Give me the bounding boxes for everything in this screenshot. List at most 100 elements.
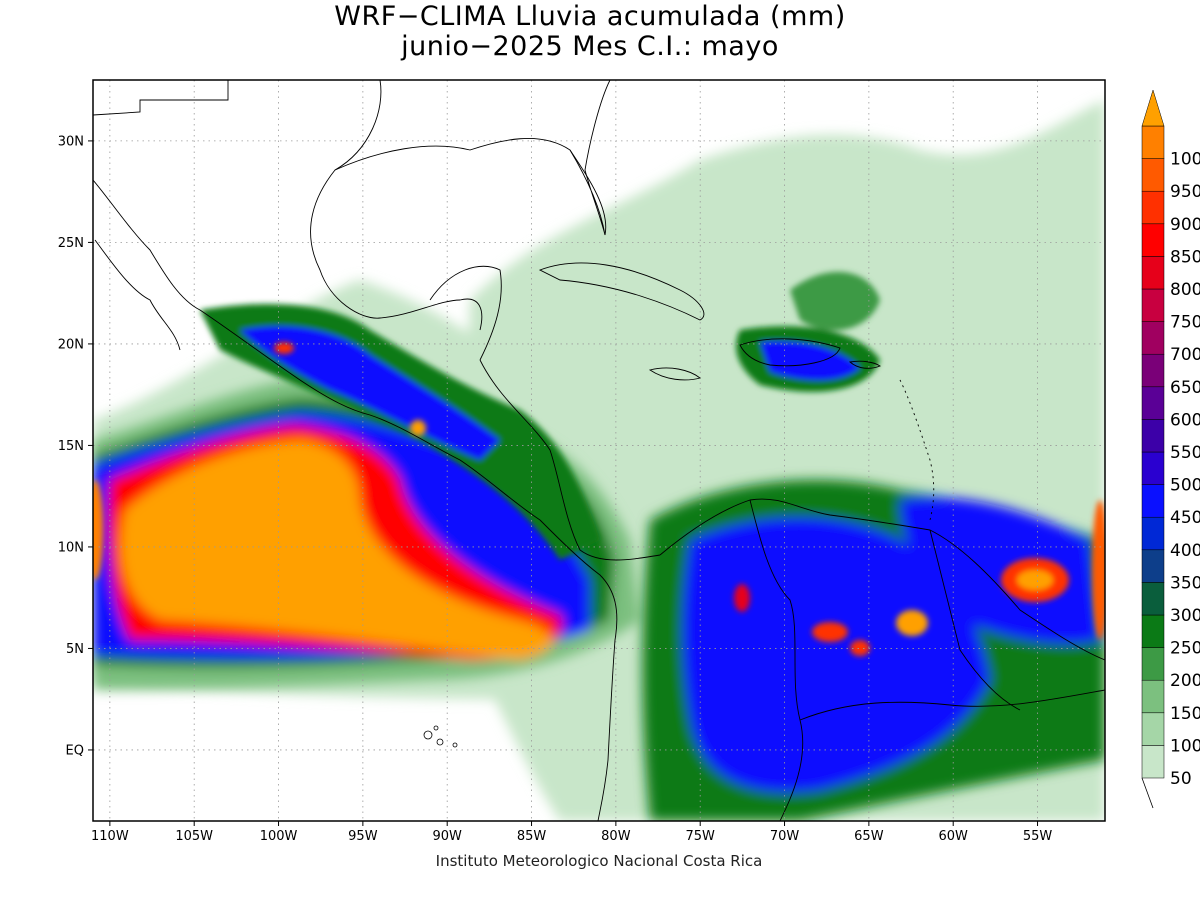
colorbar-label: 450 [1170,508,1200,528]
lon-tick-label: 80W [601,829,631,844]
lon-tick-label: 65W [854,829,884,844]
colorbar-swatch [1141,614,1165,648]
lat-tick-label: 30N [58,134,84,149]
colorbar-label: 600 [1170,410,1200,430]
rain-core-gulf-honduras [410,420,426,436]
lon-tick-label: 110W [91,829,129,844]
coast-central-america-caribbean [479,359,661,561]
lat-tick-label: 25N [58,236,84,251]
coast-south-america-north [659,498,1105,661]
rain-core-atlantic-orange [1017,570,1053,590]
lat-tick-label: 10N [58,540,84,555]
colorbar-label: 650 [1170,378,1200,398]
colorbar-label: 100 [1170,736,1200,756]
colorbar-swatch [1141,353,1165,388]
rain-core-pacific-orange [120,440,552,660]
rain-core-colombia-red [734,584,750,612]
lat-tick-label: 15N [58,439,84,454]
lon-tick-label: 75W [685,829,715,844]
colorbar-label: 300 [1170,606,1200,626]
lat-tick-label: 20N [58,337,84,352]
latitude-axis: 30N 25N 20N 15N 10N 5N EQ [58,134,93,758]
colorbar-label: 350 [1170,573,1200,593]
colorbar-swatch [1141,256,1165,290]
colorbar-label: 250 [1170,639,1200,659]
coast-mexico-pacific [93,179,618,821]
rain-core-amazon-red-2 [850,640,870,656]
rain-area-hispaniola-blue [760,341,860,381]
colorbar-swatch [1141,484,1165,518]
colorbar-swatch [1141,125,1165,159]
coast-lesser-antilles [899,379,935,521]
colorbar-swatch [1141,647,1165,681]
colorbar-label: 850 [1170,247,1200,267]
lon-tick-label: 100W [260,829,298,844]
coast-us-gulf [334,138,607,236]
colorbar-label: 200 [1170,671,1200,691]
lon-tick-label: 85W [517,829,547,844]
coast-hispaniola [739,338,841,367]
coast-cuba [538,262,705,321]
title-line-2: junio−2025 Mes C.I.: mayo [401,31,779,62]
title-line-1: WRF−CLIMA Lluvia acumulada (mm) [334,1,846,32]
credit-text: Instituto Meteorologico Nacional Costa R… [435,852,763,870]
colorbar-swatch [1141,419,1165,453]
colorbar-swatch [1141,712,1165,746]
colorbar-swatch [1141,223,1165,257]
colorbar-legend: 50 100 150 200 250 300 350 400 450 500 550 600 650 70… [1141,89,1200,809]
coast-galapagos [423,725,458,748]
rain-band-central-america-blue [240,326,500,460]
colorbar-label: 150 [1170,704,1200,724]
colorbar-label: 800 [1170,280,1200,300]
lon-tick-label: 55W [1023,829,1053,844]
colorbar-swatch [1141,321,1165,355]
coast-gulf-of-mexico [310,80,483,331]
colorbar-swatch [1141,679,1165,714]
colorbar-swatch [1141,516,1165,551]
rain-core-mexico-south [274,342,294,354]
rain-core-atlantic-edge [1092,500,1105,640]
colorbar-swatch [1141,451,1165,485]
coast-jamaica [648,367,701,381]
colorbar-label: 750 [1170,313,1200,333]
colorbar-label: 500 [1170,476,1200,496]
colorbar-label: 700 [1170,345,1200,365]
colorbar-swatch [1141,386,1165,420]
lat-tick-label: EQ [66,743,84,758]
coastlines [93,80,1105,821]
coast-baja [94,239,181,351]
coast-florida [569,80,611,236]
longitude-axis: 110W 105W 100W 95W 90W 85W 80W 75W 70W 65W 60W 55W [91,821,1052,844]
colorbar-swatch [1141,288,1165,322]
rain-core-amazon-red-1 [812,622,848,642]
lat-tick-label: 5N [66,642,84,657]
border-venezuela-guyana [929,529,1021,711]
border-brazil [799,689,1105,721]
colorbar-label: 50 [1170,769,1192,789]
colorbar-swatch [1141,158,1165,192]
colorbar-swatch [1141,190,1165,225]
lon-tick-label: 90W [432,829,462,844]
rain-core-pacific-edge [93,480,103,580]
colorbar-swatch [1141,549,1165,583]
precipitation-field [93,80,1105,821]
colorbar-over-arrow [1141,89,1165,127]
colorbar-label: 400 [1170,541,1200,561]
rain-area-caribbean-sea [520,328,1000,520]
colorbar-label: 950 [1170,182,1200,202]
map-frame [92,79,1106,822]
rain-area-atlantic-blue [900,497,1100,644]
lon-tick-label: 105W [175,829,213,844]
coast-yucatan [429,265,502,361]
colorbar-under-arrow [1141,777,1154,809]
rain-area-atlantic-north [790,271,880,331]
colorbar-label: 900 [1170,215,1200,235]
lon-tick-label: 95W [348,829,378,844]
colorbar-label: 1000 [1170,150,1200,170]
map-grid [93,80,1105,821]
chart-title: WRF−CLIMA Lluvia acumulada (mm) junio−20… [0,2,1180,62]
colorbar-swatch [1141,582,1165,616]
lon-tick-label: 70W [770,829,800,844]
border-mexico-usa [93,80,229,116]
